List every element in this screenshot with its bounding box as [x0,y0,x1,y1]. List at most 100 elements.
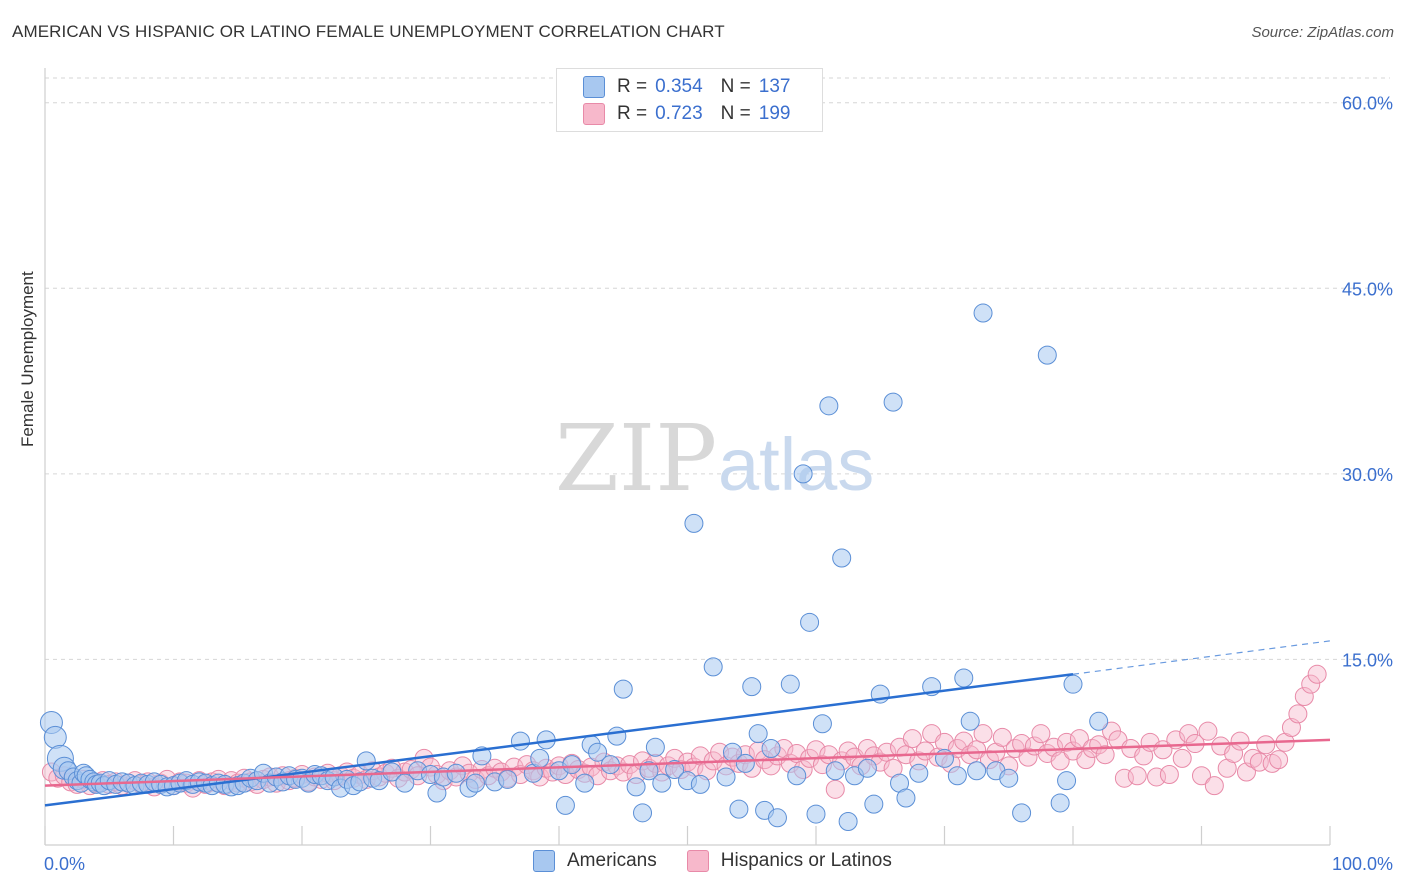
hispanics-trend-line [44,738,1331,787]
americans-point [356,751,376,771]
americans-point [748,724,768,744]
americans-point [857,758,877,778]
americans-point [1057,771,1077,791]
americans-point [735,753,755,773]
watermark-zip: ZIP [555,405,717,512]
americans-point [427,783,447,803]
americans-point [729,799,749,819]
americans-point [883,392,903,412]
hispanics-point [1018,747,1038,767]
americans-point [787,766,807,786]
americans-point [446,763,466,783]
americans-point [1089,711,1109,731]
americans-point [639,761,659,781]
hispanics-point [902,729,922,749]
americans-point [825,761,845,781]
tick-labels: 15.0% 30.0% 45.0% 60.0% 0.0% 100.0% [44,94,1393,874]
chart-title: AMERICAN VS HISPANIC OR LATINO FEMALE UN… [12,22,725,41]
source-label: Source: ZipAtlas.com [1251,24,1394,41]
americans-point [530,748,550,768]
hispanics-point [1243,748,1263,768]
watermark: ZIP atlas [555,405,874,512]
americans-point [832,548,852,568]
hispanics-point [960,745,980,765]
americans-point [896,788,916,808]
americans-point [761,739,781,759]
legend-item-americans[interactable]: Americans [533,850,657,872]
americans-point [665,760,685,780]
americans-point [703,657,723,677]
hispanics-point [1031,724,1051,744]
r-label: R = [617,76,648,97]
americans-point [716,767,736,787]
hispanics-point [1076,750,1096,770]
americans-point [793,464,813,484]
y-tick-label: 15.0% [1342,650,1393,670]
hispanics-point [1301,674,1321,694]
hispanics-point [825,779,845,799]
hispanics-point [1159,764,1179,784]
x-tick-label: 100.0% [1332,854,1393,874]
americans-point [999,768,1019,788]
hispanics-point [967,740,987,760]
hispanics-point [1179,724,1199,744]
hispanics-point [1288,704,1308,724]
legend-row-americans: R = 0.354 N = 137 [583,74,790,100]
americans-legend-swatch [533,850,555,872]
americans-trend-extension [1072,640,1331,675]
americans-point [960,711,980,731]
americans-point [645,737,665,757]
americans-point [812,714,832,734]
americans-point [607,726,627,746]
americans-point [864,794,884,814]
n-label: N = [720,103,751,124]
y-axis-label: Female Unemployment [18,271,37,447]
hispanics-point [1256,735,1276,755]
americans-point [555,795,575,815]
americans-point [767,808,787,828]
grid-lines [45,77,1390,660]
americans-point [780,674,800,694]
hispanics-point [1230,731,1250,751]
americans-point [1037,345,1057,365]
watermark-atlas: atlas [718,423,874,506]
americans-point [819,396,839,416]
hispanics-point [1050,751,1070,771]
americans-point [909,763,929,783]
y-tick-label: 60.0% [1342,94,1393,114]
hispanics-point [1262,753,1282,773]
americans-point [626,777,646,797]
americans-points [39,303,1109,831]
legend-item-hispanics[interactable]: Hispanics or Latinos [686,850,892,872]
hispanics-point [1095,745,1115,765]
americans-point [935,748,954,768]
americans-point [465,773,485,793]
n-label: N = [720,76,751,97]
americans-point [395,773,415,793]
x-tick-label: 0.0% [44,854,85,874]
n-value: 199 [758,103,791,124]
hispanics-point [1307,664,1327,684]
americans-point [562,755,582,775]
americans-point [652,773,672,793]
hispanics-point [1294,687,1314,707]
legend-label-americans: Americans [567,850,657,871]
hispanics-point [992,727,1012,747]
n-value: 137 [758,76,791,97]
americans-point [1050,793,1070,813]
r-label: R = [617,103,648,124]
americans-point [838,811,858,831]
legend-label-hispanics: Hispanics or Latinos [720,850,892,871]
hispanics-legend-swatch [686,850,709,872]
correlation-legend: R = 0.354 N = 137 R = 0.723 N = 199 [556,68,823,132]
americans-point [800,612,820,632]
americans-point [973,303,993,323]
hispanics-point [1127,766,1147,786]
americans-point [742,677,762,697]
americans-point [684,513,704,533]
y-tick-label: 30.0% [1342,465,1393,485]
r-value: 0.723 [655,103,703,124]
americans-point [954,668,974,688]
hispanics-swatch [583,103,605,125]
